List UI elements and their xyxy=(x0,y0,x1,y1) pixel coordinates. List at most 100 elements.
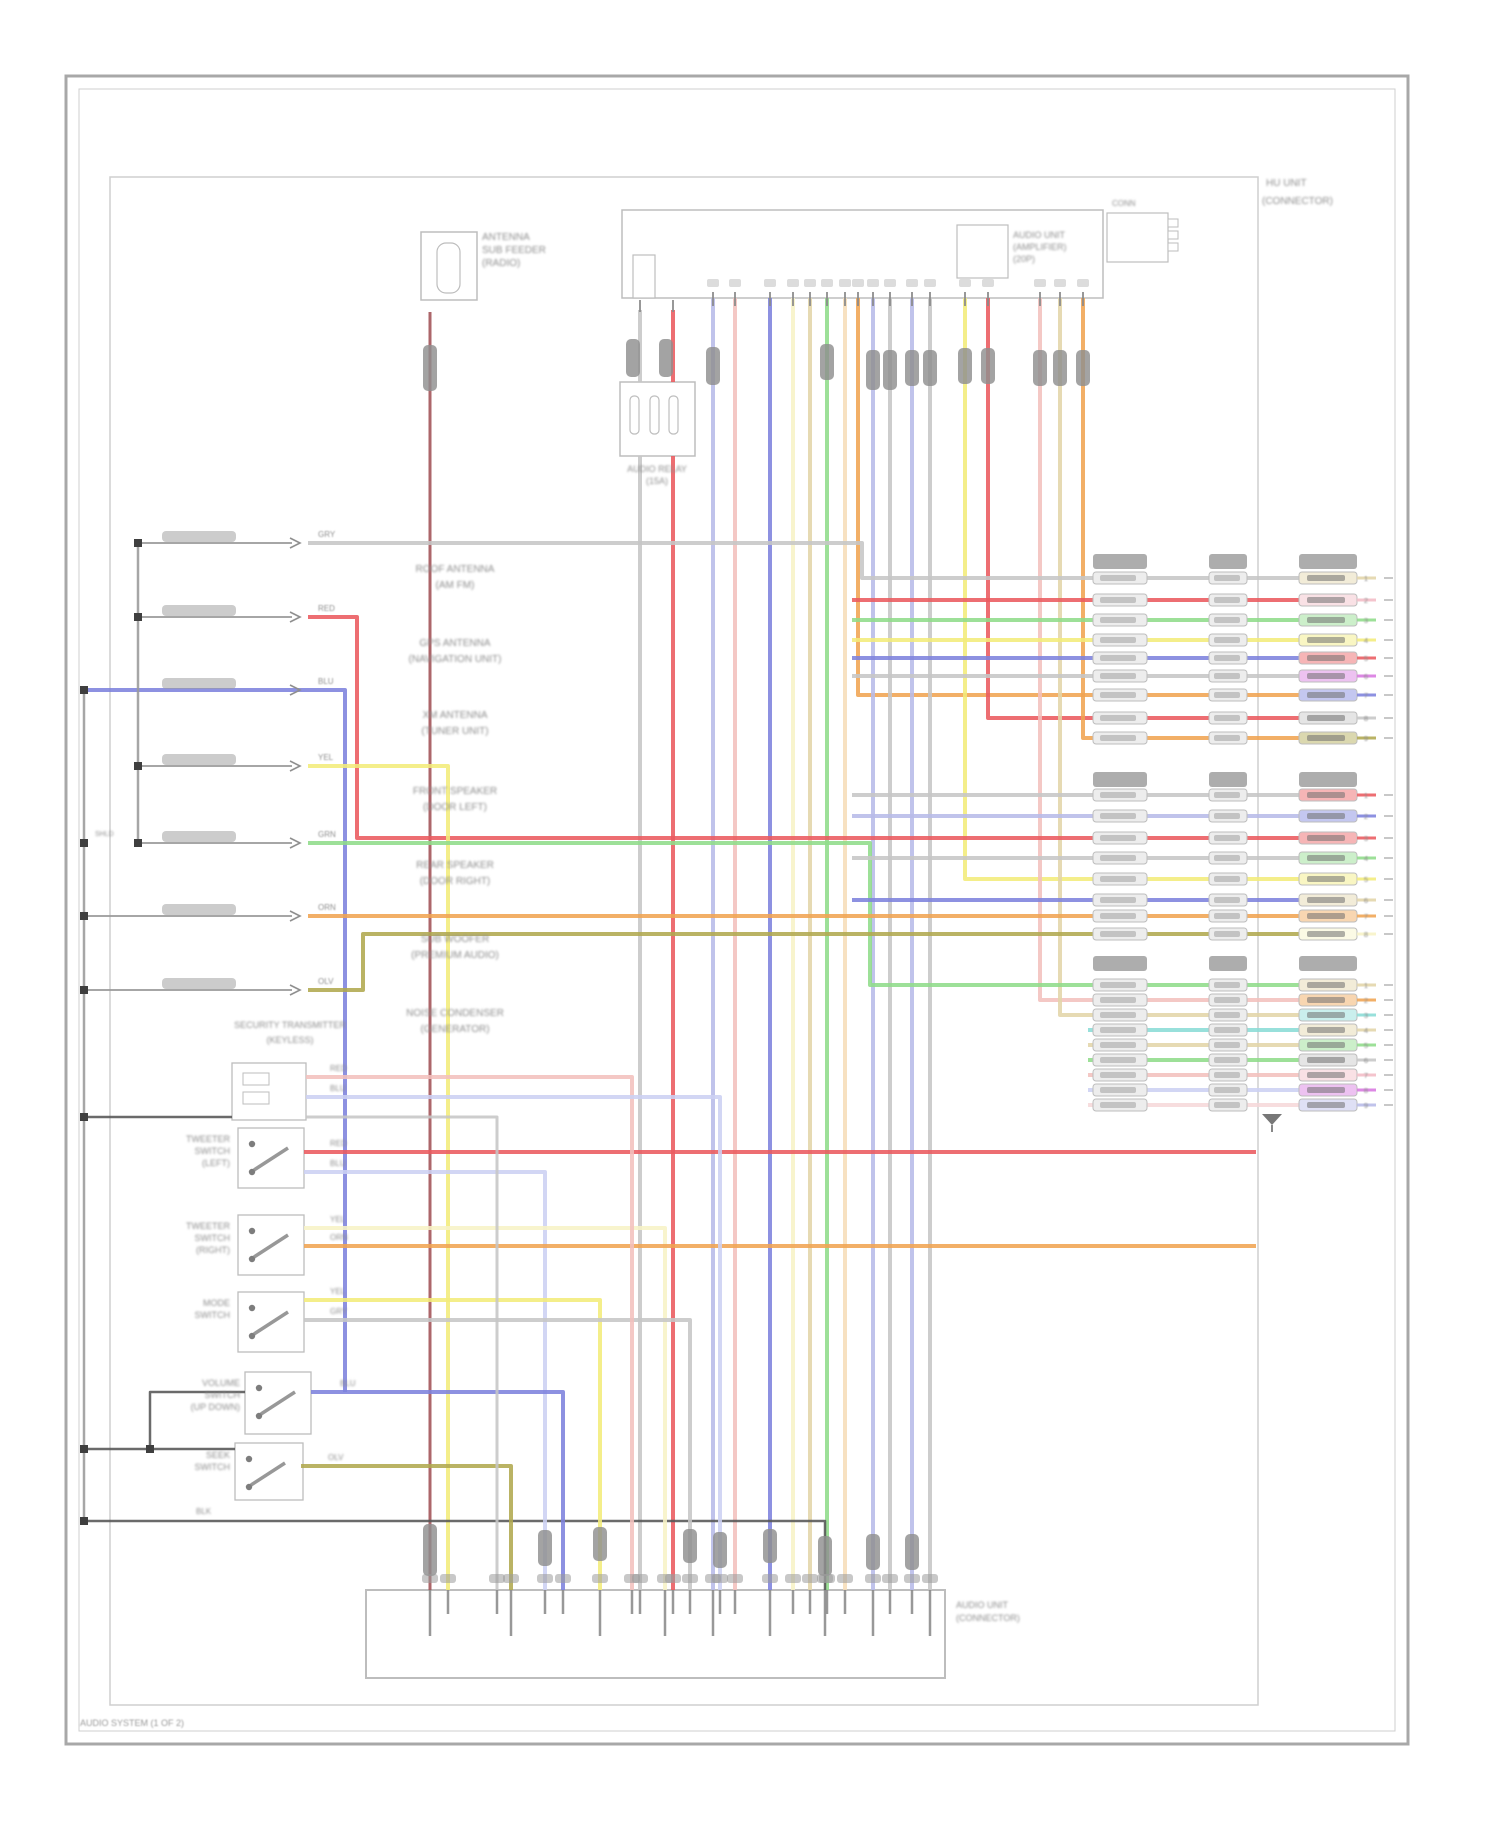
terminal-text-smudge xyxy=(1100,982,1136,988)
diagram-label: VOLUME xyxy=(202,1378,240,1388)
pin-chevron-icon xyxy=(289,684,302,696)
pin-id-smudge xyxy=(867,279,879,287)
frame xyxy=(64,74,1410,1746)
wire-yellow xyxy=(963,298,1299,881)
inline-connector xyxy=(923,350,937,386)
diagram-label: GRY xyxy=(330,1307,348,1316)
diagram-label: SEEK xyxy=(206,1450,230,1460)
wire-id-pill xyxy=(162,831,236,842)
diagram-label: SWITCH xyxy=(195,1233,231,1243)
diagram-label: TWEETER xyxy=(186,1221,230,1231)
wire-color-code: OLV xyxy=(318,977,334,986)
pin-id-smudge xyxy=(1034,279,1046,287)
wire-id-pill xyxy=(592,1574,608,1583)
inline-connector xyxy=(866,350,880,390)
inline-connector xyxy=(905,350,919,386)
switch-contact xyxy=(248,1227,256,1235)
pin-id-smudge xyxy=(924,279,936,287)
antenna-feeder-label: ANTENNA xyxy=(482,232,530,243)
diagram-label: FRONT SPEAKER xyxy=(413,786,497,797)
inline-connector xyxy=(1053,350,1067,386)
diagram-label: BLU xyxy=(340,1379,356,1388)
diagram-label: RED xyxy=(330,1064,347,1073)
terminal-text-smudge xyxy=(1100,1057,1136,1063)
wire-id-pill xyxy=(440,1574,456,1583)
pin-chevron-icon xyxy=(289,537,302,549)
terminal-text-smudge xyxy=(1307,575,1345,581)
diagram-label: YEL xyxy=(330,1215,346,1224)
terminal-text-smudge xyxy=(1307,735,1345,741)
diagram-label: SHLD xyxy=(95,831,114,838)
terminal-text-smudge xyxy=(1100,637,1136,643)
terminal-text-smudge xyxy=(1214,1012,1240,1018)
terminal-text-smudge xyxy=(1214,715,1240,721)
wire-id-pill xyxy=(837,1574,853,1583)
terminal-text-smudge xyxy=(1100,655,1136,661)
pin-number: 4 xyxy=(1364,636,1368,645)
switch-lever xyxy=(253,1310,289,1336)
switch-contact xyxy=(248,1140,256,1148)
pin-id-smudge xyxy=(821,279,833,287)
pin-id-smudge xyxy=(707,279,719,287)
connector-header-pill xyxy=(1299,554,1357,569)
terminal-text-smudge xyxy=(1307,835,1345,841)
terminal-text-smudge xyxy=(1307,1072,1345,1078)
diagram-label: GPS ANTENNA xyxy=(419,638,490,649)
wire-orange xyxy=(856,298,1299,697)
inline-connector xyxy=(981,348,995,384)
terminal-text-smudge xyxy=(1214,617,1240,623)
junction-node xyxy=(134,839,142,847)
wire-paleyellow xyxy=(304,1226,667,1590)
amp-connector-label-3: (20P) xyxy=(1013,254,1036,264)
inline-connector xyxy=(818,1536,832,1576)
wire-id-pill xyxy=(865,1574,881,1583)
connector-header-pill xyxy=(1093,772,1147,787)
diagram-label: (PREMIUM AUDIO) xyxy=(411,950,499,961)
diagram-label: (RIGHT) xyxy=(196,1245,230,1255)
diagram-label: (GENERATOR) xyxy=(420,1024,489,1035)
wire-olive xyxy=(301,1464,513,1590)
receiver-slot xyxy=(242,1091,270,1105)
terminal-text-smudge xyxy=(1307,1057,1345,1063)
wire-id-pill xyxy=(682,1574,698,1583)
switch-lever xyxy=(260,1390,296,1416)
terminal-text-smudge xyxy=(1214,1102,1240,1108)
wire-blue xyxy=(311,1390,565,1590)
switch-contact xyxy=(255,1384,263,1392)
pin-number: 3 xyxy=(1364,616,1368,625)
pin-number: 8 xyxy=(1364,1086,1368,1095)
wire-id-pill xyxy=(162,904,236,915)
terminal-text-smudge xyxy=(1214,1042,1240,1048)
pin-id-smudge xyxy=(982,279,994,287)
inline-connector xyxy=(763,1529,777,1563)
pin-number: 8 xyxy=(1364,714,1368,723)
switch-contact xyxy=(248,1255,256,1263)
junction-node xyxy=(134,613,142,621)
junction-node xyxy=(134,539,142,547)
antenna-feeder-label-3: (RADIO) xyxy=(482,258,521,269)
wire-id-pill xyxy=(503,1574,519,1583)
switch-contact xyxy=(245,1483,253,1491)
connector-tooth xyxy=(1167,242,1179,252)
pin-number: 3 xyxy=(1364,1011,1368,1020)
wire-id-pill xyxy=(422,1574,438,1583)
terminal-text-smudge xyxy=(1100,1027,1136,1033)
pin-chevron-icon xyxy=(289,837,302,849)
pin-chevron-icon xyxy=(289,760,302,772)
inline-connector xyxy=(866,1534,880,1570)
terminal-text-smudge xyxy=(1214,597,1240,603)
amp-connector-label: AUDIO UNIT xyxy=(1013,230,1066,240)
diagram-label: MODE xyxy=(203,1298,230,1308)
top-right-connector xyxy=(1106,212,1169,263)
terminal-text-smudge xyxy=(1307,876,1345,882)
wire-id-pill xyxy=(882,1574,898,1583)
inline-connector xyxy=(659,339,673,377)
pin-number: 7 xyxy=(1364,691,1368,700)
inline-connector xyxy=(713,1532,727,1568)
inline-connector xyxy=(593,1527,607,1561)
diagram-label: SECURITY TRANSMITTER xyxy=(234,1020,346,1030)
switch-lever xyxy=(250,1461,286,1487)
diagram-label: (DOOR RIGHT) xyxy=(420,876,491,887)
pin-id-smudge xyxy=(906,279,918,287)
